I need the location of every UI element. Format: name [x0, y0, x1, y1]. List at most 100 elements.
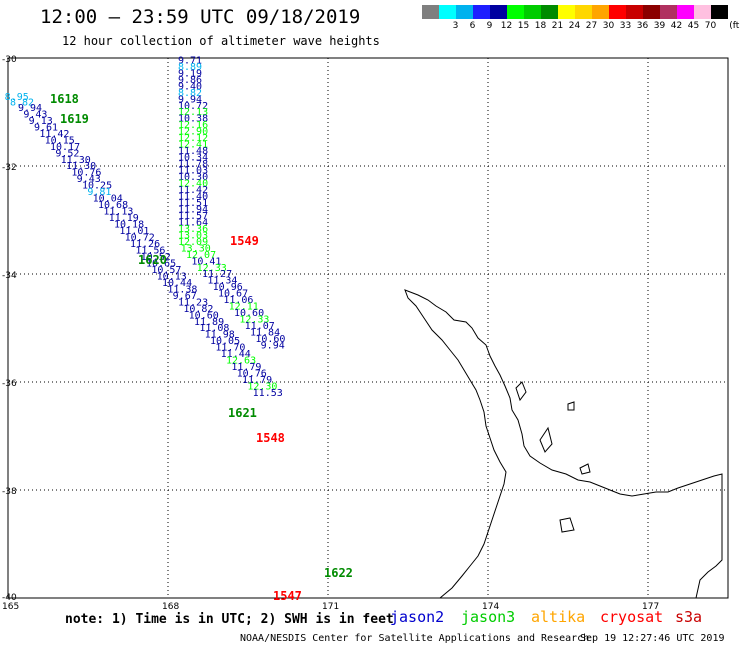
wave-height-reading: 11.79: [242, 375, 272, 386]
wave-height-reading: 11.19: [109, 213, 139, 224]
island-east-cape: [559, 517, 575, 533]
map-frame: [7, 57, 729, 599]
wave-height-reading: 12.11: [229, 302, 259, 313]
color-legend-label: 3: [452, 21, 459, 31]
color-legend-swatch: [677, 5, 694, 19]
wave-height-reading: 9.61: [34, 122, 58, 133]
wave-height-reading: 12.40: [178, 179, 208, 190]
color-legend-label: 21: [551, 21, 564, 31]
wave-height-reading: 11.53: [253, 388, 283, 399]
pass-label: 1622: [324, 566, 353, 580]
pass-label: 1618: [50, 92, 79, 106]
wave-height-reading: 10.76: [71, 168, 101, 179]
color-legend-swatch: [558, 5, 575, 19]
wave-height-reading: 12.33: [239, 315, 269, 326]
color-legend-swatch: [439, 5, 456, 19]
legend-altika: altika: [531, 608, 586, 626]
latitude-tick-label: -34: [2, 271, 17, 281]
wave-height-reading: 12.09: [178, 237, 208, 248]
north-island-coastline: [404, 289, 723, 599]
wave-height-reading: 10.05: [210, 336, 240, 347]
wave-height-reading: 11.64: [178, 217, 208, 228]
wave-height-reading: 11.03: [178, 166, 208, 177]
wave-height-reading: 12.33: [197, 263, 227, 274]
wave-height-reading: 10.38: [178, 114, 208, 125]
wave-height-reading: 9.94: [18, 103, 42, 114]
legend-jason2: jason2: [390, 608, 445, 626]
wave-height-reading: 9.71: [178, 55, 202, 66]
color-legend-label: 30: [602, 21, 615, 31]
wave-height-reading: 11.98: [205, 330, 235, 341]
wave-height-reading: 11.89: [194, 317, 224, 328]
pass-label: 1548: [256, 431, 285, 445]
color-legend-swatch: [592, 5, 609, 19]
wave-height-reading: 10.96: [213, 282, 243, 293]
wave-height-reading: 9.52: [55, 148, 79, 159]
wave-height-reading: 11.44: [221, 349, 251, 360]
wave-height-reading: 11.42: [178, 185, 208, 196]
wave-height-reading: 12.63: [226, 356, 256, 367]
wave-height-reading: 11.40: [178, 191, 208, 202]
wave-height-reading: 11.30: [66, 161, 96, 172]
color-legend-label: 12: [500, 21, 513, 31]
wave-height-reading: 10.52: [141, 252, 171, 263]
wave-height-reading: 11.30: [61, 155, 91, 166]
wave-height-reading: 11.27: [202, 269, 232, 280]
island-mayor: [567, 401, 575, 411]
color-legend-label: 27: [585, 21, 598, 31]
color-legend-swatch: [660, 5, 677, 19]
pass-numbers: 1618 1619 1620 1549 1621 1548 1622 1547: [50, 92, 353, 603]
latitude-tick-label: -30: [2, 55, 17, 65]
wave-height-reading: 11.23: [178, 297, 208, 308]
wave-height-reading: 10.57: [151, 265, 181, 276]
credit-line: NOAA/NESDIS Center for Satellite Applica…: [240, 633, 590, 644]
wave-height-reading: 11.48: [178, 146, 208, 157]
wave-height-reading: 11.34: [207, 276, 237, 287]
wave-height-reading: 10.04: [93, 194, 123, 205]
color-legend-label: 42: [670, 21, 683, 31]
color-legend-swatch: [575, 5, 592, 19]
wave-height-reading: 9.19: [178, 68, 202, 79]
color-legend-swatch: [694, 5, 711, 19]
pass-label: 1547: [273, 589, 302, 603]
island-great-barrier: [515, 381, 527, 402]
map-subtitle: 12 hour collection of altimeter wave hei…: [62, 34, 380, 48]
wave-height-reading: 8.89: [178, 62, 202, 73]
color-legend-unit: (ft): [729, 21, 740, 31]
legend-s3a: s3a: [675, 608, 703, 626]
color-legend-label: 36: [636, 21, 649, 31]
wave-height-reading: 8.95: [5, 92, 29, 103]
wave-height-reading: 9.13: [29, 116, 53, 127]
color-legend: [422, 5, 728, 19]
longitude-tick-label: 168: [162, 602, 179, 612]
wave-height-reading: 10.30: [178, 172, 208, 183]
wave-height-reading: 10.15: [45, 135, 75, 146]
wave-height-reading: 12.12: [178, 133, 208, 144]
wave-height-reading: 11.56: [135, 245, 165, 256]
latitude-tick-label: -36: [2, 379, 17, 389]
color-legend-label: 39: [653, 21, 666, 31]
wave-height-reading: 11.51: [178, 198, 208, 209]
wave-height-reading: 10.60: [234, 308, 264, 319]
color-legend-swatch: [490, 5, 507, 19]
color-legend-swatch: [524, 5, 541, 19]
wave-height-reading: 8.82: [10, 98, 34, 109]
wave-height-reading: 10.44: [162, 278, 192, 289]
legend-jason3: jason3: [461, 608, 516, 626]
pass-label: 1620: [138, 253, 167, 267]
wave-height-reading: 11.38: [167, 284, 197, 295]
generated-timestamp: Sep 19 12:27:46 UTC 2019: [580, 633, 725, 644]
wave-height-reading: 13.36: [178, 224, 208, 235]
color-legend-label: 24: [568, 21, 581, 31]
wave-height-reading: 11.06: [223, 295, 253, 306]
map-title: 12:00 – 23:59 UTC 09/18/2019: [40, 6, 361, 28]
wave-height-reading: 12.41: [178, 140, 208, 151]
wave-height-reading: 10.60: [189, 310, 219, 321]
units-note: note: 1) Time is in UTC; 2) SWH is in fe…: [65, 612, 394, 627]
color-legend-swatch: [473, 5, 490, 19]
latitude-tick-label: -32: [2, 163, 17, 173]
wave-height-reading: 9.43: [77, 174, 101, 185]
coastline: [404, 289, 723, 599]
